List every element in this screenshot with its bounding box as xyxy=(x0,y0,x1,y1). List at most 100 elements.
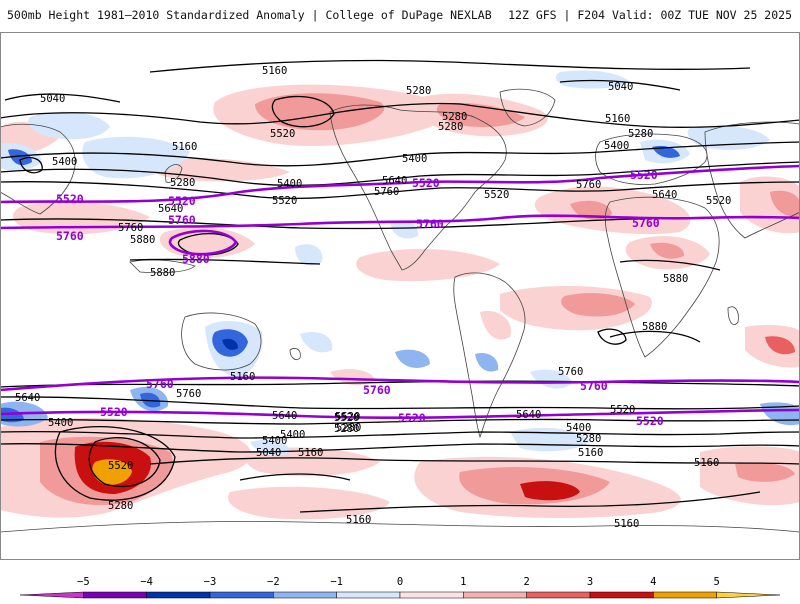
highlight-5760-south xyxy=(0,376,800,392)
contour-label: 5160 xyxy=(230,371,255,383)
contour-low-pacific xyxy=(88,437,161,488)
anomaly-pos-18 xyxy=(480,311,511,340)
contour-label: 5640 xyxy=(272,410,297,422)
contour-label: 5640 xyxy=(652,189,677,201)
contour-5880-africa xyxy=(619,259,721,271)
title-bar: 500mb Height 1981–2010 Standardized Anom… xyxy=(0,0,800,30)
colorbar-segment xyxy=(653,591,717,599)
contour-label: 5160 xyxy=(605,113,630,125)
coast-south-america xyxy=(453,272,526,439)
colorbar-tick-label: −3 xyxy=(204,576,217,588)
contour-label: 5040 xyxy=(256,447,281,459)
highlight-label: 5760 xyxy=(56,229,84,243)
highlight-label: 5760 xyxy=(632,216,660,230)
contour-label: 5520 xyxy=(272,195,297,207)
coast-japan xyxy=(164,164,183,183)
colorbar-tick-label: 5 xyxy=(714,576,720,588)
colorbar-segments xyxy=(19,591,781,599)
contour-5160-south-b xyxy=(299,491,761,513)
colorbar-tick-label: −4 xyxy=(140,576,153,588)
coast-asia xyxy=(704,121,800,239)
contour-label: 5520 xyxy=(484,189,509,201)
coast-africa xyxy=(604,196,720,358)
contour-label: 5400 xyxy=(52,156,77,168)
contour-label: 5880 xyxy=(642,321,667,333)
colorbar-segment xyxy=(83,591,147,599)
colorbar-tick-label: 1 xyxy=(460,576,466,588)
contour-label: 5760 xyxy=(374,186,399,198)
colorbar-segment xyxy=(526,591,591,599)
contour-label: 5280 xyxy=(628,128,653,140)
contour-5280-south xyxy=(0,443,800,453)
anomaly-pos-1b xyxy=(255,93,385,131)
coast-australia xyxy=(181,312,262,371)
contour-label: 5400 xyxy=(280,429,305,441)
contour-5040-north xyxy=(4,93,121,103)
contour-low-north-atl xyxy=(19,156,43,174)
highlight-label: 5520 xyxy=(168,194,196,208)
highlight-5760-north xyxy=(0,214,800,230)
anomaly-pos-13d xyxy=(92,459,132,485)
anomaly-neg-1 xyxy=(28,111,110,140)
highlight-label: 5760 xyxy=(580,379,608,393)
anomaly-pos-17 xyxy=(228,486,390,520)
anomaly-neg-18 xyxy=(390,220,419,239)
highlight-label: 5760 xyxy=(416,217,444,231)
anomaly-neg-4 xyxy=(555,70,630,89)
anomaly-neg-14 xyxy=(530,369,572,389)
contour-low-s-atl xyxy=(597,328,627,345)
colorbar-segment xyxy=(336,591,401,599)
contour-label: 5760 xyxy=(576,179,601,191)
contour-label: 5640 xyxy=(516,409,541,421)
contour-5040-south xyxy=(239,473,351,481)
anomaly-neg-10 xyxy=(395,349,430,368)
contour-5280-north-b xyxy=(459,103,800,128)
anomaly-neg-8c xyxy=(222,338,238,350)
colorbar-arrow-high xyxy=(716,591,781,599)
contour-label: 5880 xyxy=(130,234,155,246)
highlight-5880-pacific xyxy=(168,229,238,256)
anomaly-neg-11 xyxy=(475,352,499,372)
contour-5640-south xyxy=(0,396,800,410)
contour-label: 5400 xyxy=(277,178,302,190)
contour-label: 5520 xyxy=(610,404,635,416)
contour-label: 5280 xyxy=(406,85,431,97)
colorbar-segment xyxy=(399,591,464,599)
contour-label: 5640 xyxy=(158,203,183,215)
contour-5520-north xyxy=(0,161,800,187)
highlight-label: 5760 xyxy=(146,377,174,391)
contour-label: 5880 xyxy=(663,273,688,285)
colorbar-arrow-low xyxy=(19,591,84,599)
coastlines xyxy=(0,88,800,533)
model-run-info: 12Z GFS | F204 Valid: 00Z TUE NOV 25 202… xyxy=(508,8,792,22)
contour-label: 5280 xyxy=(442,111,467,123)
coast-greenland xyxy=(499,88,556,127)
colorbar-tick-label: 0 xyxy=(397,576,403,588)
colorbar: −5 −4 −3 −2 −1 0 1 2 3 4 5 xyxy=(0,570,800,600)
map-svg: 5160 5040 5280 5520 5400 5160 5280 5640 … xyxy=(0,32,800,560)
contour-label: 5160 xyxy=(262,65,287,77)
contour-5160-north xyxy=(149,59,751,73)
coast-madagascar xyxy=(727,306,739,325)
contour-5160-south xyxy=(149,457,800,465)
contour-label: 5040 xyxy=(40,93,65,105)
contour-label: 5280 xyxy=(108,500,133,512)
highlight-label: 5520 xyxy=(100,405,128,419)
colorbar-tick-label: 4 xyxy=(650,576,656,588)
anomaly-pos-11b xyxy=(770,190,800,218)
highlight-label: 5520 xyxy=(398,411,426,425)
highlight-label: 5520 xyxy=(56,192,84,206)
contour-label: 5400 xyxy=(402,153,427,165)
map-title: 500mb Height 1981–2010 Standardized Anom… xyxy=(7,8,492,22)
highlight-label: 5880 xyxy=(182,252,210,266)
coast-new-zealand xyxy=(289,348,301,360)
anomaly-map: 5160 5040 5280 5520 5400 5160 5280 5640 … xyxy=(0,32,800,560)
anomaly-neg-5b xyxy=(652,146,680,158)
colorbar-segment xyxy=(273,591,337,599)
contour-labels: 5160 5040 5280 5520 5400 5160 5280 5640 … xyxy=(15,65,731,530)
anomaly-neg-13b xyxy=(0,407,24,423)
contour-5880-north xyxy=(129,258,321,265)
anomaly-neg-7 xyxy=(295,244,323,266)
contour-label: 5280 xyxy=(334,423,359,435)
contour-label: 5520 xyxy=(108,460,133,472)
